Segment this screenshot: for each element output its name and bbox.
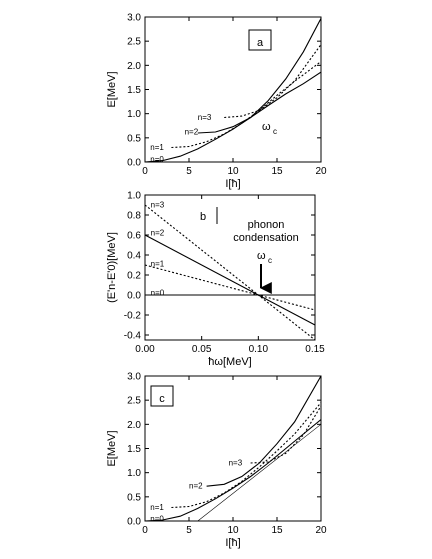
- x-tick-label: 5: [186, 166, 192, 177]
- y-axis-label: (E'n-E'0)[MeV]: [106, 232, 118, 303]
- series-label: n=0: [150, 155, 164, 164]
- series-line-n=0: [145, 419, 321, 521]
- x-tick-label: 5: [186, 525, 192, 536]
- panel-label: c: [159, 393, 165, 405]
- series-line-n=2: [145, 234, 315, 326]
- y-tick-label: 0.8: [127, 211, 141, 222]
- plot-frame: [144, 16, 322, 163]
- x-tick-label: 10: [227, 525, 239, 536]
- y-tick-label: 1.0: [127, 191, 141, 202]
- series-label: n=3: [151, 201, 165, 210]
- series-label: n=1: [151, 260, 165, 269]
- y-tick-label: 0.4: [127, 251, 141, 262]
- series-label: n=0: [150, 515, 164, 524]
- x-tick-label: 0.15: [305, 344, 325, 355]
- x-tick-label: 20: [315, 525, 327, 536]
- y-tick-label: 2.0: [127, 61, 141, 72]
- y-tick-label: 0.0: [127, 517, 141, 528]
- y-tick-label: 2.5: [127, 396, 141, 407]
- omega-c-subscript: c: [268, 256, 272, 265]
- series-line-n=1: [145, 264, 315, 311]
- plot-frame: [144, 194, 316, 341]
- y-tick-label: -0.2: [124, 311, 142, 322]
- x-tick-label: 20: [315, 166, 327, 177]
- series-line-reference: [197, 424, 321, 521]
- panel-label-box: [150, 385, 174, 407]
- x-tick-label: 15: [271, 166, 283, 177]
- y-tick-label: 1.0: [127, 468, 141, 479]
- x-tick-label: 0.10: [249, 344, 269, 355]
- panel-c: 0 5 10 15 20 0.0 0.5 1.0 1.5 2.0 2.5 3.0 n=0 n=1 n=2 n=…: [106, 372, 327, 550]
- y-tick-label: -0.4: [124, 331, 142, 342]
- series-line-n=1: [171, 402, 321, 509]
- panel-a: 0 5 10 15 20 0.0 0.5 1.0 1.5 2.0 2.5 3.0 n=0 n=1 n=2 n=…: [106, 13, 327, 191]
- y-tick-label: 0.5: [127, 133, 141, 144]
- series-line-n=3: [224, 44, 321, 119]
- x-axis-label: ħω[MeV]: [208, 356, 251, 368]
- x-tick-label: 0.05: [192, 344, 212, 355]
- panel-label: b: [200, 211, 206, 223]
- series-label: n=2: [189, 482, 203, 491]
- y-tick-label: 0.5: [127, 492, 141, 503]
- omega-c-subscript: c: [273, 127, 277, 136]
- series-label: n=0: [151, 289, 165, 298]
- y-tick-label: 3.0: [127, 13, 141, 24]
- series-line-n=2: [206, 376, 321, 487]
- panel-b: 0.00 0.05 0.10 0.15 -0.4 -0.2 0.0 0.2 0.4 0.6 0.8 1…: [106, 191, 325, 369]
- series-label: n=3: [229, 459, 243, 468]
- y-tick-label: 0.2: [127, 271, 141, 282]
- x-tick-label: 0: [142, 166, 148, 177]
- series-label: n=2: [185, 128, 199, 137]
- annotation-phonon: phonon: [248, 219, 285, 231]
- series-label: n=2: [151, 229, 165, 238]
- x-axis-label: I[ħ]: [225, 178, 240, 190]
- x-tick-label: 10: [227, 166, 239, 177]
- y-tick-label: 1.0: [127, 109, 141, 120]
- y-axis-label: E[MeV]: [106, 71, 118, 107]
- y-tick-label: 0.0: [127, 291, 141, 302]
- x-axis-label: I[ħ]: [225, 537, 240, 549]
- y-tick-label: 1.5: [127, 85, 141, 96]
- y-axis-label: E[MeV]: [106, 430, 118, 466]
- annotation-condensation: condensation: [233, 232, 298, 244]
- panel-label: a: [257, 37, 264, 49]
- x-tick-label: 15: [271, 525, 283, 536]
- series-line-n=3: [250, 405, 321, 464]
- y-tick-label: 2.0: [127, 420, 141, 431]
- y-tick-label: 2.5: [127, 37, 141, 48]
- panel-label-box: [248, 29, 272, 51]
- y-tick-label: 0.0: [127, 158, 141, 169]
- y-tick-label: 0.6: [127, 231, 141, 242]
- series-line-n=3: [145, 204, 315, 340]
- series-label: n=1: [150, 143, 164, 152]
- series-label: n=3: [198, 113, 212, 122]
- x-tick-label: 0.00: [135, 344, 155, 355]
- x-tick-label: 0: [142, 525, 148, 536]
- series-line-n=2: [197, 18, 321, 134]
- y-tick-label: 1.5: [127, 444, 141, 455]
- y-tick-label: 3.0: [127, 372, 141, 383]
- omega-c-label: ω: [262, 121, 271, 133]
- series-label: n=1: [150, 503, 164, 512]
- omega-c-label: ω: [257, 250, 266, 262]
